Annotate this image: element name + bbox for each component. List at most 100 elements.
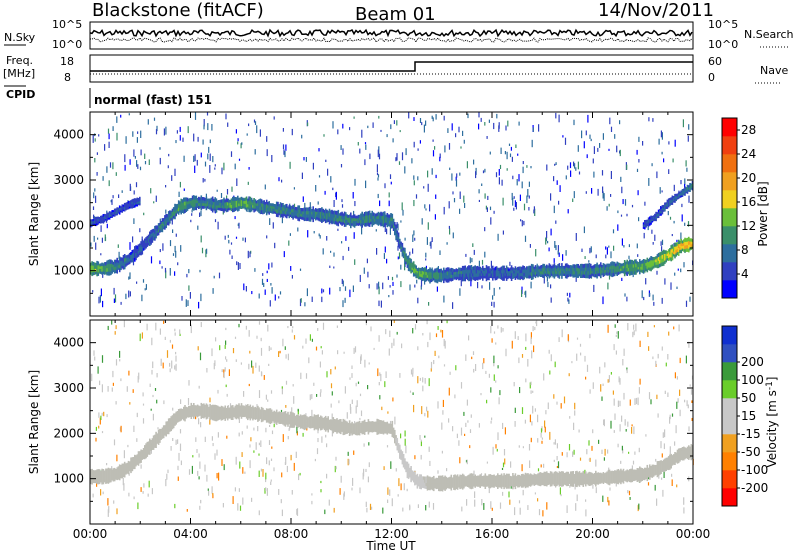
scatter-echo [142, 418, 145, 424]
band-cell [606, 272, 608, 276]
scatter-echo [651, 229, 653, 234]
band-cell [661, 211, 664, 215]
band-cell [308, 416, 311, 420]
band-cell [425, 268, 427, 272]
band-cell [345, 427, 347, 431]
scatter-echo [255, 442, 257, 450]
band-cell [520, 275, 523, 280]
scatter-echo [429, 332, 431, 341]
scatter-echo [255, 362, 257, 368]
band-cell [273, 416, 275, 420]
scatter-echo [260, 337, 262, 342]
band-cell [650, 215, 652, 219]
band-cell [105, 265, 107, 269]
scatter-echo [530, 337, 532, 345]
band-cell [214, 404, 216, 410]
scatter-echo [299, 268, 302, 271]
band-cell [195, 199, 198, 204]
scatter-echo [284, 346, 286, 350]
scatter-echo [504, 427, 506, 435]
scatter-echo [548, 349, 550, 354]
band-cell [321, 416, 323, 421]
scatter-echo [301, 172, 303, 179]
band-cell [103, 479, 106, 483]
band-cell [578, 273, 581, 277]
scatter-echo [386, 228, 388, 235]
scatter-echo [141, 332, 143, 339]
band-cell [142, 448, 145, 452]
band-cell [636, 269, 639, 273]
band-cell [260, 202, 263, 207]
band-cell [140, 251, 142, 256]
band-cell [632, 267, 635, 271]
band-cell [155, 431, 157, 437]
band-cell [440, 268, 443, 273]
scatter-echo [127, 444, 129, 448]
band-cell [115, 211, 117, 214]
band-cell [500, 269, 503, 274]
band-cell [331, 209, 333, 214]
scatter-echo [351, 365, 353, 369]
scatter-echo [566, 505, 568, 513]
colorbar-tick-label: 20 [741, 171, 756, 185]
band-cell [318, 417, 321, 421]
band-cell [544, 270, 547, 274]
scatter-echo [608, 245, 610, 248]
band-cell [302, 210, 304, 215]
scatter-echo [266, 149, 268, 157]
scatter-echo [359, 274, 361, 282]
scatter-echo [297, 409, 299, 415]
scatter-echo [453, 198, 456, 203]
scatter-echo [638, 217, 640, 222]
band-cell [620, 270, 622, 274]
band-cell [127, 460, 130, 465]
band-cell [654, 262, 656, 266]
band-cell [338, 220, 341, 224]
band-cell [332, 417, 335, 422]
scatter-echo [330, 383, 333, 389]
scatter-echo [631, 427, 633, 434]
scatter-echo [353, 347, 355, 354]
scatter-echo [456, 173, 458, 178]
scatter-echo [647, 225, 649, 231]
band-cell [115, 266, 117, 270]
scatter-echo [636, 168, 639, 172]
scatter-echo [674, 372, 676, 379]
band-cell [123, 469, 126, 474]
band-cell [400, 241, 402, 245]
scatter-echo [163, 128, 165, 136]
band-cell [150, 439, 152, 443]
scatter-echo [619, 149, 621, 157]
band-cell [353, 431, 356, 435]
band-cell [286, 413, 288, 417]
band-cell [232, 196, 234, 201]
band-cell [482, 272, 484, 277]
scatter-echo [652, 294, 654, 301]
band-cell [322, 425, 324, 429]
band-cell [317, 422, 319, 427]
band-cell [116, 209, 118, 212]
scatter-echo [610, 420, 612, 429]
scatter-echo [352, 192, 354, 199]
band-cell [342, 213, 345, 217]
band-cell [134, 204, 136, 208]
scatter-echo [448, 143, 451, 150]
band-cell [171, 216, 174, 220]
band-cell [660, 255, 662, 260]
band-cell [225, 412, 228, 416]
band-cell [177, 412, 180, 416]
band-cell [282, 412, 284, 416]
scatter-echo [550, 354, 552, 362]
band-cell [225, 204, 228, 209]
band-cell [527, 272, 529, 276]
band-cell [250, 412, 253, 416]
band-cell [371, 218, 373, 223]
band-cell [199, 200, 201, 204]
band-cell [664, 253, 666, 258]
band-cell [140, 248, 142, 252]
scatter-echo [175, 363, 177, 371]
band-cell [226, 409, 229, 414]
scatter-echo [128, 113, 130, 116]
band-cell [389, 214, 391, 218]
band-cell [128, 206, 131, 209]
